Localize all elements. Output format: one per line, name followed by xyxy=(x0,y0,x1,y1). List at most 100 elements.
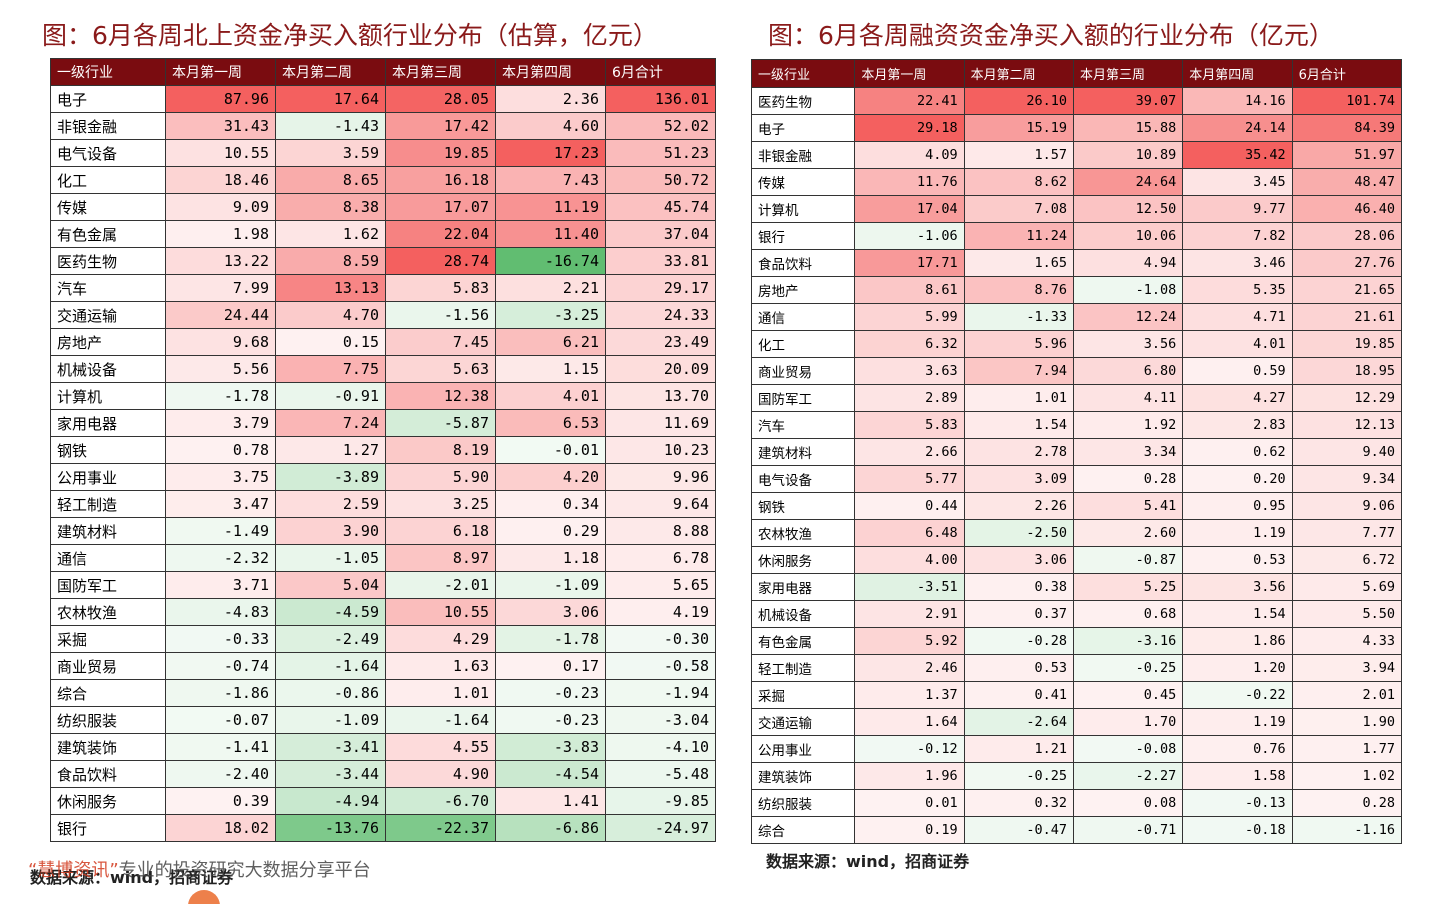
value-cell: 3.47 xyxy=(165,490,276,518)
industry-cell: 休闲服务 xyxy=(50,787,166,815)
value-cell: 6.78 xyxy=(605,544,716,572)
value-cell: 52.02 xyxy=(605,112,716,140)
value-cell: 3.06 xyxy=(963,546,1074,574)
column-header: 6月合计 xyxy=(1291,59,1403,88)
table-row: 休闲服务 4.00 3.06 -0.87 0.53 6.72 xyxy=(750,546,1403,574)
value-cell: -0.22 xyxy=(1182,681,1293,709)
value-cell: 5.41 xyxy=(1072,492,1184,520)
value-cell: 0.29 xyxy=(495,517,606,545)
value-cell: 0.19 xyxy=(854,816,965,844)
value-cell: 29.18 xyxy=(854,114,965,142)
value-cell: 87.96 xyxy=(165,85,276,113)
value-cell: 10.23 xyxy=(605,436,716,464)
value-cell: 4.60 xyxy=(495,112,606,140)
table-row: 电子 87.96 17.64 28.05 2.36 136.01 xyxy=(50,85,716,113)
value-cell: 21.61 xyxy=(1291,303,1403,331)
table-row: 建筑装饰 1.96 -0.25 -2.27 1.58 1.02 xyxy=(750,762,1403,790)
table-row: 电气设备 10.55 3.59 19.85 17.23 51.23 xyxy=(50,139,716,167)
value-cell: 23.49 xyxy=(605,328,716,356)
industry-cell: 钢铁 xyxy=(50,436,166,464)
value-cell: -1.94 xyxy=(605,679,716,707)
industry-cell: 公用事业 xyxy=(750,735,856,763)
value-cell: 7.08 xyxy=(963,195,1074,223)
value-cell: 2.59 xyxy=(275,490,386,518)
industry-cell: 轻工制造 xyxy=(750,654,856,682)
value-cell: -0.13 xyxy=(1182,789,1293,817)
value-cell: 48.47 xyxy=(1291,168,1403,196)
table-row: 纺织服装 -0.07 -1.09 -1.64 -0.23 -3.04 xyxy=(50,706,716,734)
value-cell: 1.65 xyxy=(963,249,1074,277)
value-cell: 17.23 xyxy=(495,139,606,167)
value-cell: 8.76 xyxy=(963,276,1074,304)
table-row: 非银金融 31.43 -1.43 17.42 4.60 52.02 xyxy=(50,112,716,140)
value-cell: -3.25 xyxy=(495,301,606,329)
industry-cell: 轻工制造 xyxy=(50,490,166,518)
table-row: 国防军工 3.71 5.04 -2.01 -1.09 5.65 xyxy=(50,571,716,599)
industry-cell: 家用电器 xyxy=(50,409,166,437)
value-cell: -1.86 xyxy=(165,679,276,707)
value-cell: 0.34 xyxy=(495,490,606,518)
industry-cell: 计算机 xyxy=(750,195,856,223)
value-cell: 4.11 xyxy=(1072,384,1184,412)
column-header: 一级行业 xyxy=(50,58,166,86)
value-cell: 1.19 xyxy=(1182,708,1293,736)
column-header: 本月第一周 xyxy=(854,59,965,88)
industry-cell: 综合 xyxy=(50,679,166,707)
value-cell: 13.13 xyxy=(275,274,386,302)
table-row: 休闲服务 0.39 -4.94 -6.70 1.41 -9.85 xyxy=(50,787,716,815)
value-cell: -0.08 xyxy=(1072,735,1184,763)
value-cell: 0.17 xyxy=(495,652,606,680)
industry-cell: 有色金属 xyxy=(50,220,166,248)
value-cell: 3.46 xyxy=(1182,249,1293,277)
value-cell: 4.55 xyxy=(385,733,496,761)
table-row: 非银金融 4.09 1.57 10.89 35.42 51.97 xyxy=(750,141,1403,169)
value-cell: 1.54 xyxy=(963,411,1074,439)
value-cell: -1.41 xyxy=(165,733,276,761)
watermark: “慧博资讯”专业的投资研究大数据分享平台 xyxy=(28,856,371,882)
table-row: 医药生物 22.41 26.10 39.07 14.16 101.74 xyxy=(750,87,1403,115)
column-header: 一级行业 xyxy=(750,59,856,88)
industry-cell: 医药生物 xyxy=(50,247,166,275)
value-cell: 5.96 xyxy=(963,330,1074,358)
value-cell: 9.09 xyxy=(165,193,276,221)
value-cell: 1.54 xyxy=(1182,600,1293,628)
table-row: 食品饮料 -2.40 -3.44 4.90 -4.54 -5.48 xyxy=(50,760,716,788)
value-cell: 2.36 xyxy=(495,85,606,113)
industry-cell: 化工 xyxy=(750,330,856,358)
value-cell: 18.46 xyxy=(165,166,276,194)
value-cell: -1.16 xyxy=(1291,816,1403,844)
value-cell: -1.43 xyxy=(275,112,386,140)
value-cell: 39.07 xyxy=(1072,87,1184,115)
table-row: 建筑材料 -1.49 3.90 6.18 0.29 8.88 xyxy=(50,517,716,545)
value-cell: 3.25 xyxy=(385,490,496,518)
value-cell: 136.01 xyxy=(605,85,716,113)
table-row: 轻工制造 3.47 2.59 3.25 0.34 9.64 xyxy=(50,490,716,518)
value-cell: -1.33 xyxy=(963,303,1074,331)
column-header: 本月第三周 xyxy=(1072,59,1184,88)
value-cell: 9.96 xyxy=(605,463,716,491)
value-cell: 50.72 xyxy=(605,166,716,194)
value-cell: 1.01 xyxy=(963,384,1074,412)
value-cell: 28.05 xyxy=(385,85,496,113)
value-cell: 4.01 xyxy=(495,382,606,410)
value-cell: 5.35 xyxy=(1182,276,1293,304)
value-cell: 24.44 xyxy=(165,301,276,329)
value-cell: -0.25 xyxy=(1072,654,1184,682)
value-cell: 8.65 xyxy=(275,166,386,194)
value-cell: -2.49 xyxy=(275,625,386,653)
value-cell: 0.15 xyxy=(275,328,386,356)
value-cell: -0.23 xyxy=(495,679,606,707)
industry-cell: 国防军工 xyxy=(50,571,166,599)
table-row: 采掘 1.37 0.41 0.45 -0.22 2.01 xyxy=(750,681,1403,709)
value-cell: 0.68 xyxy=(1072,600,1184,628)
industry-cell: 交通运输 xyxy=(50,301,166,329)
value-cell: 5.69 xyxy=(1291,573,1403,601)
value-cell: 17.42 xyxy=(385,112,496,140)
value-cell: 2.01 xyxy=(1291,681,1403,709)
value-cell: -1.09 xyxy=(275,706,386,734)
value-cell: -0.23 xyxy=(495,706,606,734)
value-cell: 11.69 xyxy=(605,409,716,437)
value-cell: 1.86 xyxy=(1182,627,1293,655)
value-cell: 1.96 xyxy=(854,762,965,790)
value-cell: 2.60 xyxy=(1072,519,1184,547)
